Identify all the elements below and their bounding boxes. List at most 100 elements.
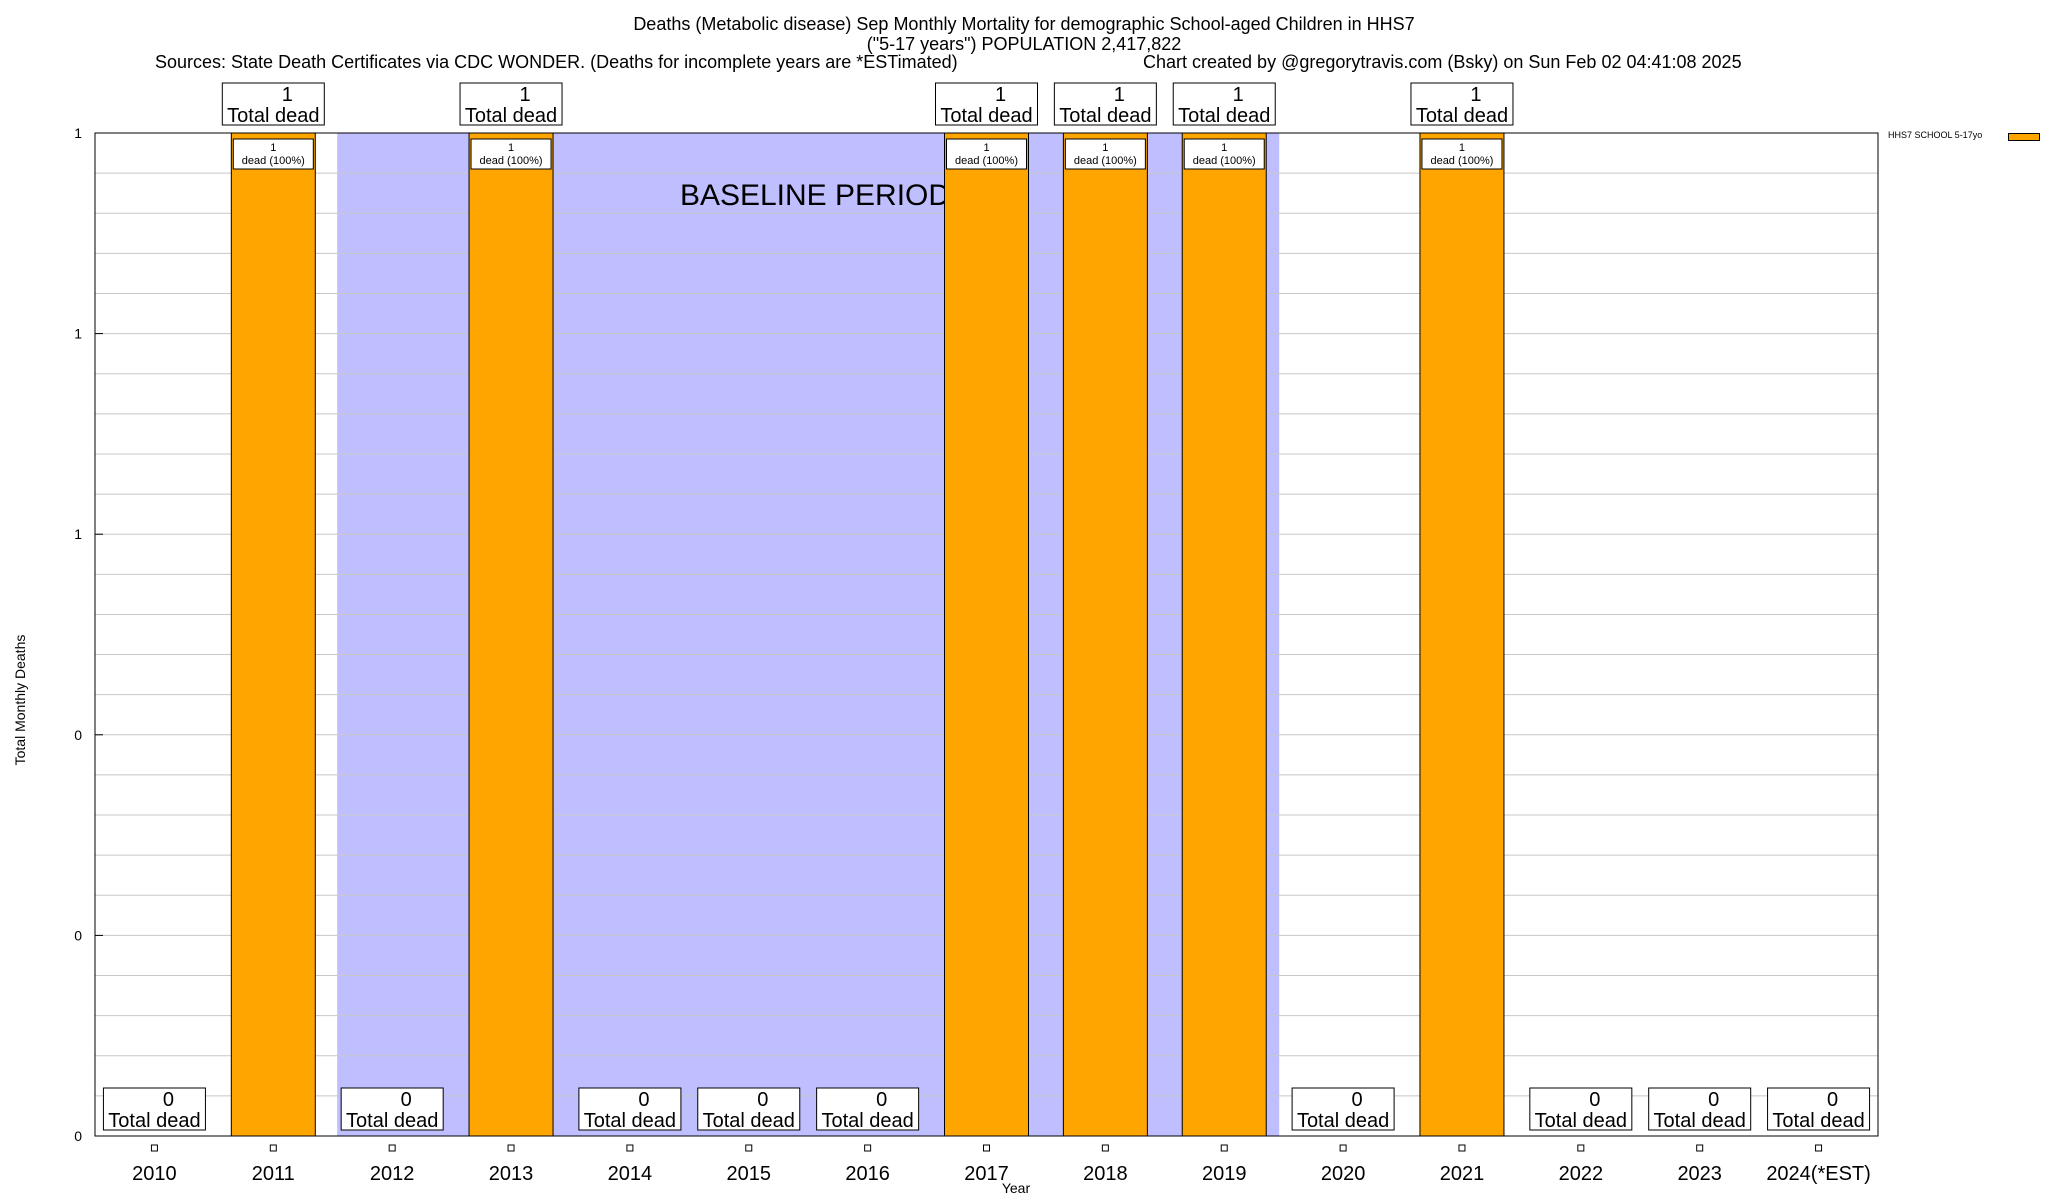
total-count: 0 <box>163 1089 174 1111</box>
bar-inner-label: dead (100%) <box>242 155 305 167</box>
x-tick-marker <box>150 1144 158 1152</box>
bar-inner-label: dead (100%) <box>1193 155 1256 167</box>
y-tick-label: 1 <box>74 125 82 141</box>
bar-inner-label-box <box>1183 138 1265 170</box>
total-label-box <box>1172 82 1276 126</box>
bar-inner-label: dead (100%) <box>1430 155 1493 167</box>
total-label-box <box>102 1087 206 1131</box>
x-tick-label: 2017 <box>964 1163 1009 1185</box>
bar <box>1181 132 1267 1137</box>
y-tick-label: 0 <box>74 727 82 743</box>
total-count: 0 <box>401 1089 412 1111</box>
total-label-box <box>221 82 325 126</box>
total-count: 0 <box>1589 1089 1600 1111</box>
bar-inner-label-box <box>1421 138 1503 170</box>
total-label: Total dead <box>821 1110 913 1132</box>
x-tick-marker <box>626 1144 634 1152</box>
x-tick-label: 2015 <box>727 1163 772 1185</box>
bar <box>1062 132 1148 1137</box>
x-tick-marker <box>1458 1144 1466 1152</box>
bar <box>230 132 316 1137</box>
total-label: Total dead <box>1178 105 1270 127</box>
x-tick-label: 2012 <box>370 1163 415 1185</box>
x-tick-label: 2019 <box>1202 1163 1247 1185</box>
bar-inner-label-box <box>232 138 314 170</box>
bar-inner-label-box <box>1064 138 1146 170</box>
x-tick-label: 2020 <box>1321 1163 1366 1185</box>
x-tick-label: 2016 <box>845 1163 890 1185</box>
total-label-box <box>578 1087 682 1131</box>
x-tick-marker <box>1696 1144 1704 1152</box>
x-tick-label: 2013 <box>489 1163 534 1185</box>
y-tick-label: 0 <box>74 927 82 943</box>
total-count: 0 <box>638 1089 649 1111</box>
total-label: Total dead <box>1772 1110 1864 1132</box>
bar-inner-label: dead (100%) <box>480 155 543 167</box>
x-tick-marker <box>864 1144 872 1152</box>
x-tick-label: 2024(*EST) <box>1766 1163 1871 1185</box>
bar-inner-label: dead (100%) <box>1074 155 1137 167</box>
chart-title-line2: ("5-17 years") POPULATION 2,417,822 <box>866 34 1182 54</box>
x-tick-label: 2023 <box>1677 1163 1722 1185</box>
legend-swatch <box>2008 133 2040 141</box>
total-label-box <box>697 1087 801 1131</box>
x-tick-marker <box>507 1144 515 1152</box>
total-label: Total dead <box>465 105 557 127</box>
total-count: 1 <box>282 84 293 106</box>
x-axis-label: Year <box>1001 1180 1031 1196</box>
bar <box>944 132 1029 1137</box>
bar-inner-count: 1 <box>983 142 989 154</box>
total-label: Total dead <box>1416 105 1508 127</box>
total-count: 1 <box>1114 84 1125 106</box>
x-tick-marker <box>1577 1144 1585 1152</box>
y-tick-label: 1 <box>74 326 82 342</box>
bar <box>468 132 554 1137</box>
bar-inner-count: 1 <box>1221 142 1227 154</box>
total-count: 1 <box>995 84 1006 106</box>
total-count: 0 <box>757 1089 768 1111</box>
x-tick-marker <box>1339 1144 1347 1152</box>
total-label: Total dead <box>1059 105 1151 127</box>
total-count: 0 <box>1708 1089 1719 1111</box>
y-tick-label: 1 <box>74 526 82 542</box>
bar-inner-label-box <box>946 138 1027 170</box>
x-tick-label: 2018 <box>1083 1163 1128 1185</box>
x-tick-marker <box>983 1144 990 1152</box>
x-tick-marker <box>269 1144 277 1152</box>
total-count: 1 <box>1470 84 1481 106</box>
total-label-box <box>340 1087 444 1131</box>
total-label-box <box>1291 1087 1395 1131</box>
legend-entry-label: HHS7 SCHOOL 5-17yo <box>1888 130 1983 140</box>
bar-inner-count: 1 <box>1459 142 1465 154</box>
total-count: 0 <box>1827 1089 1838 1111</box>
total-label-box <box>1767 1087 1871 1131</box>
x-tick-label: 2022 <box>1559 1163 1604 1185</box>
x-tick-label: 2010 <box>132 1163 177 1185</box>
total-count: 1 <box>519 84 530 106</box>
total-label: Total dead <box>703 1110 795 1132</box>
x-tick-label: 2014 <box>608 1163 653 1185</box>
x-tick-marker <box>388 1144 396 1152</box>
total-label: Total dead <box>1654 1110 1746 1132</box>
total-label-box <box>1648 1087 1752 1131</box>
bar-inner-label: dead (100%) <box>955 155 1018 167</box>
total-label: Total dead <box>1535 1110 1627 1132</box>
total-label: Total dead <box>940 105 1032 127</box>
total-label-box <box>935 82 1038 126</box>
x-tick-marker <box>745 1144 753 1152</box>
total-label: Total dead <box>227 105 319 127</box>
chart-sources: Sources: State Death Certificates via CD… <box>155 52 958 72</box>
bar-inner-count: 1 <box>270 142 276 154</box>
bar-inner-label-box <box>470 138 552 170</box>
total-label: Total dead <box>584 1110 676 1132</box>
total-count: 1 <box>1233 84 1244 106</box>
baseline-period-label: BASELINE PERIOD <box>680 179 950 212</box>
y-axis-label: Total Monthly Deaths <box>12 634 28 766</box>
total-label: Total dead <box>108 1110 200 1132</box>
x-tick-label: 2021 <box>1440 1163 1485 1185</box>
total-label: Total dead <box>1297 1110 1389 1132</box>
x-tick-marker <box>1101 1144 1109 1152</box>
bar-inner-count: 1 <box>508 142 514 154</box>
x-tick-marker <box>1815 1144 1823 1152</box>
